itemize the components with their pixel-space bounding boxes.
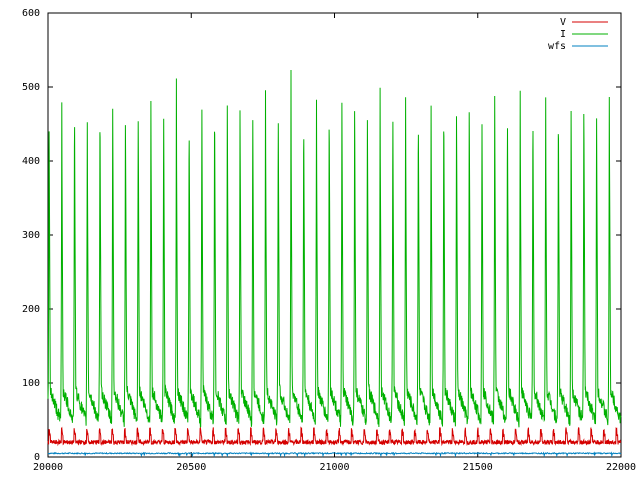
x-tick-label: 21000: [319, 462, 349, 473]
series-layer: [47, 69, 622, 458]
y-tick-label: 300: [22, 230, 40, 241]
series-V-line: [47, 425, 622, 447]
y-tick-label: 400: [22, 156, 40, 167]
legend-label-wfs: wfs: [548, 41, 566, 52]
x-tick-label: 21500: [463, 462, 493, 473]
y-tick-label: 100: [22, 378, 40, 389]
x-tick-label: 22000: [606, 462, 636, 473]
series-wfs-line: [47, 451, 622, 458]
y-tick-label: 200: [22, 304, 40, 315]
y-tick-label: 600: [22, 8, 40, 19]
y-tick-label: 500: [22, 82, 40, 93]
y-tick-label: 0: [34, 452, 40, 463]
legend-label-I: I: [560, 29, 566, 40]
y-axis-ticks: 0 100 200 300 400 500 600: [22, 8, 621, 463]
plot-frame: [47, 12, 622, 458]
x-tick-label: 20500: [176, 462, 206, 473]
legend-label-V: V: [560, 17, 566, 28]
x-tick-label: 20000: [33, 462, 63, 473]
series-I-line: [47, 69, 622, 428]
